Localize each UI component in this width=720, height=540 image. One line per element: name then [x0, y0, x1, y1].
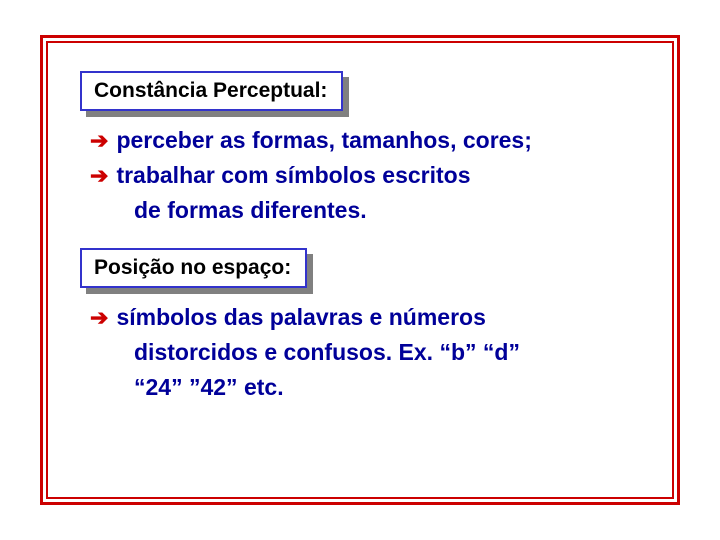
bullet-text-cont: “24” ”42” etc. [134, 372, 652, 403]
bullet-text: símbolos das palavras e números [116, 302, 485, 333]
list-item: ➔ símbolos das palavras e números [90, 302, 652, 333]
title-box-2: Posição no espaço: [80, 248, 307, 288]
arrow-icon: ➔ [90, 128, 108, 154]
bullet-block-2: ➔ símbolos das palavras e números distor… [90, 302, 652, 403]
arrow-icon: ➔ [90, 163, 108, 189]
bullet-text: trabalhar com símbolos escritos [116, 160, 470, 191]
bullet-text-cont: de formas diferentes. [134, 195, 652, 226]
bullet-text-cont: distorcidos e confusos. Ex. “b” “d” [134, 337, 652, 368]
list-item: ➔ trabalhar com símbolos escritos [90, 160, 652, 191]
arrow-icon: ➔ [90, 305, 108, 331]
inner-frame: Constância Perceptual: ➔ perceber as for… [46, 41, 674, 499]
bullet-block-1: ➔ perceber as formas, tamanhos, cores; ➔… [90, 125, 652, 226]
list-item: ➔ perceber as formas, tamanhos, cores; [90, 125, 652, 156]
title-box-1: Constância Perceptual: [80, 71, 343, 111]
title-label: Posição no espaço: [80, 248, 307, 288]
bullet-text: perceber as formas, tamanhos, cores; [116, 125, 531, 156]
outer-frame: Constância Perceptual: ➔ perceber as for… [40, 35, 680, 505]
title-label: Constância Perceptual: [80, 71, 343, 111]
